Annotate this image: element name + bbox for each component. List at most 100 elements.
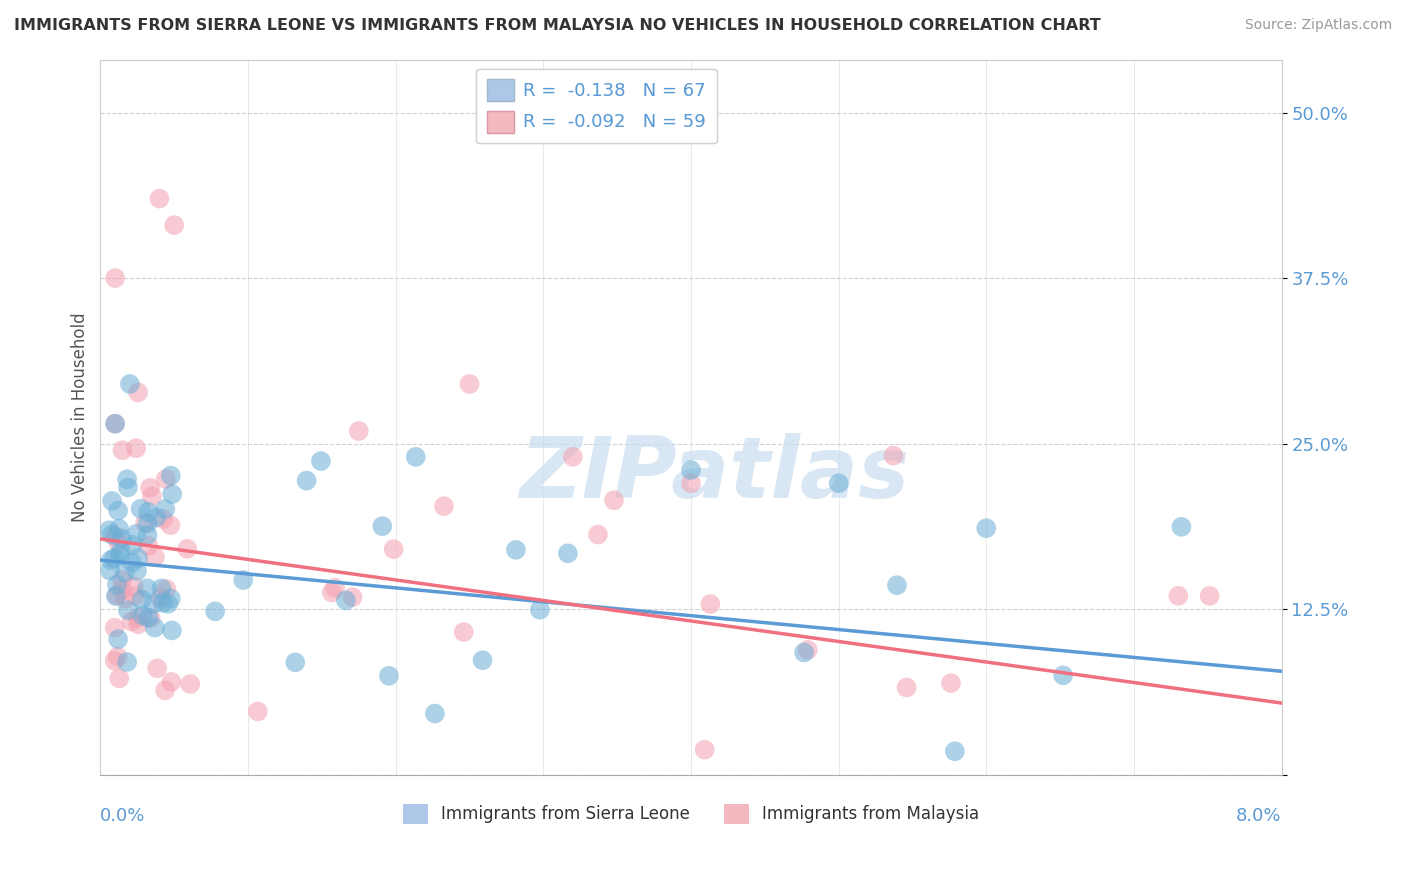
Point [129,501,152,516]
Point [131,608,153,623]
Point [122,580,145,594]
Point [100,553,122,567]
Point [139,611,162,625]
Point [121,538,143,552]
Point [107,649,129,664]
Point [114,591,136,606]
Text: Source: ZipAtlas.com: Source: ZipAtlas.com [1244,18,1392,32]
Point [117,603,139,617]
Point [104,589,127,603]
Point [143,621,166,635]
Point [163,218,186,232]
Point [699,597,721,611]
Point [529,603,551,617]
Point [145,510,167,524]
Point [115,655,138,669]
Point [382,542,405,557]
Point [118,376,141,391]
Point [107,503,129,517]
Y-axis label: No Vehicles in Household: No Vehicles in Household [72,312,89,522]
Point [105,588,128,602]
Point [104,621,127,635]
Point [121,556,143,570]
Point [679,476,702,491]
Point [104,654,127,668]
Point [107,632,129,647]
Point [104,529,127,543]
Point [693,742,716,756]
Point [321,585,343,599]
Point [107,535,129,549]
Point [98,564,121,578]
Point [125,526,148,541]
Point [160,487,183,501]
Point [136,539,159,553]
Text: 8.0%: 8.0% [1236,806,1282,825]
Legend: R =  -0.138   N = 67, R =  -0.092   N = 59: R = -0.138 N = 67, R = -0.092 N = 59 [477,69,717,144]
Point [105,577,128,591]
Point [342,591,364,605]
Point [152,596,174,610]
Point [179,677,201,691]
Point [111,573,134,587]
Point [124,589,146,603]
Point [136,516,159,531]
Point [246,705,269,719]
Point [138,610,160,624]
Point [101,494,124,508]
Point [896,681,918,695]
Point [1198,589,1220,603]
Text: 0.0%: 0.0% [100,806,146,825]
Point [796,643,818,657]
Text: ZIPatlas: ZIPatlas [520,433,910,516]
Point [115,472,138,486]
Point [110,544,132,558]
Point [139,481,162,495]
Point [111,443,134,458]
Point [155,502,177,516]
Point [458,376,481,391]
Point [160,674,183,689]
Point [104,417,127,431]
Point [114,566,136,580]
Point [111,582,134,597]
Point [882,449,904,463]
Point [121,615,143,629]
Point [155,472,177,486]
Point [117,480,139,494]
Point [148,192,170,206]
Point [143,549,166,564]
Point [131,592,153,607]
Point [1167,589,1189,603]
Point [232,573,254,587]
Point [125,442,148,456]
Point [108,522,131,536]
Point [828,476,851,491]
Point [160,624,183,638]
Point [939,676,962,690]
Point [155,582,177,596]
Point [295,474,318,488]
Point [974,521,997,535]
Point [136,528,159,542]
Point [405,450,427,464]
Point [557,546,579,560]
Point [141,489,163,503]
Point [98,523,121,537]
Point [423,706,446,721]
Point [136,581,159,595]
Point [561,450,583,464]
Point [371,519,394,533]
Point [111,532,134,546]
Point [146,661,169,675]
Point [136,505,159,519]
Point [152,512,174,526]
Point [793,646,815,660]
Point [453,625,475,640]
Point [1052,668,1074,682]
Point [378,669,401,683]
Point [284,656,307,670]
Point [100,527,122,541]
Point [127,610,149,624]
Point [943,744,966,758]
